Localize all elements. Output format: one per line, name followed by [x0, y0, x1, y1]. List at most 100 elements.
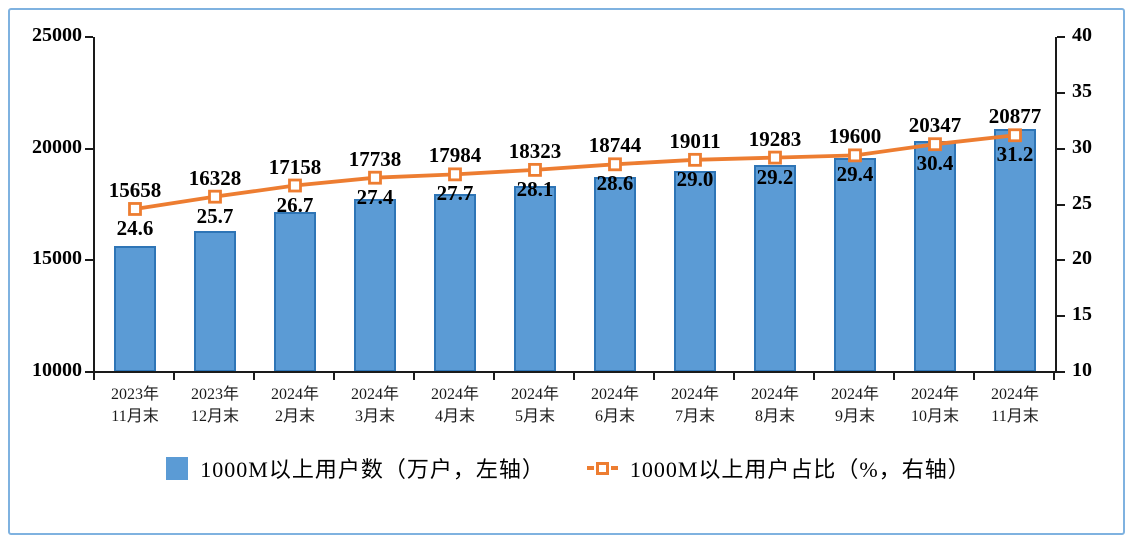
x-label-line1: 2023年 — [110, 386, 159, 403]
line-marker-dash-icon — [610, 466, 618, 470]
x-axis-tick — [253, 372, 255, 380]
y-axis-right-label: 20 — [1072, 247, 1092, 270]
line-marker-dash-icon — [586, 466, 594, 470]
bar-value-label: 17158 — [268, 154, 322, 179]
bar — [354, 199, 396, 372]
bar — [274, 212, 316, 372]
x-label-line2: 11月末 — [991, 408, 1039, 425]
x-label-line2: 4月末 — [434, 408, 475, 425]
y-axis-right — [1055, 37, 1057, 372]
x-axis-tick — [493, 372, 495, 380]
line-value-label: 29.2 — [756, 164, 794, 189]
line-value-label: 28.1 — [516, 176, 554, 201]
bar — [194, 230, 236, 372]
line-value-label: 29.0 — [676, 166, 714, 191]
line-marker-square-icon — [595, 461, 609, 475]
line-value-label: 25.7 — [196, 203, 234, 228]
x-axis-tick — [333, 372, 335, 380]
line-value-label: 29.4 — [836, 162, 874, 187]
bar-value-label: 18323 — [508, 138, 562, 163]
x-axis-category-label: 2024年 10月末 — [893, 384, 977, 428]
bar — [114, 245, 156, 372]
bar-series-label: 1000M以上用户数（万户，左轴） — [200, 457, 545, 482]
x-axis-tick — [733, 372, 735, 380]
x-axis-category-label: 2024年 11月末 — [973, 384, 1057, 428]
x-label-line2: 7月末 — [674, 408, 715, 425]
x-label-line2: 10月末 — [910, 408, 959, 425]
x-label-line1: 2024年 — [990, 386, 1039, 403]
y-axis-left-label: 10000 — [32, 359, 82, 381]
x-label-line1: 2024年 — [750, 386, 799, 403]
line-series-marker-icon — [586, 461, 618, 475]
x-label-line2: 9月末 — [834, 408, 875, 425]
x-axis-category-label: 2023年 12月末 — [173, 384, 257, 428]
line-value-label: 30.4 — [916, 151, 954, 176]
x-axis-category-label: 2024年 8月末 — [733, 384, 817, 428]
y-axis-right-label: 10 — [1072, 359, 1092, 381]
legend-item-bar-series: 1000M以上用户数（万户，左轴） — [166, 452, 545, 484]
line-value-label: 27.7 — [436, 181, 474, 206]
y-axis-right-label: 25 — [1072, 191, 1092, 214]
x-label-line1: 2024年 — [510, 386, 559, 403]
x-axis-tick — [813, 372, 815, 380]
x-axis-category-label: 2024年 9月末 — [813, 384, 897, 428]
x-label-line1: 2024年 — [670, 386, 719, 403]
y-axis-left-label: 20000 — [32, 135, 82, 158]
bar-value-label: 20877 — [988, 104, 1042, 129]
y-axis-left-tick — [85, 147, 93, 150]
y-axis-right-tick — [1057, 371, 1065, 373]
legend: 1000M以上用户数（万户，左轴） 1000M以上用户占比（%，右轴） — [0, 452, 1137, 484]
x-label-line2: 11月末 — [111, 408, 159, 425]
line-series-label: 1000M以上用户占比（%，右轴） — [629, 457, 971, 482]
bar — [674, 170, 716, 372]
bar — [754, 164, 796, 372]
y-axis-right-label: 40 — [1072, 24, 1092, 46]
x-axis-tick — [1053, 372, 1055, 380]
x-axis-tick — [93, 372, 95, 380]
y-axis-left-tick — [85, 36, 93, 38]
line-value-label: 28.6 — [596, 171, 634, 196]
bar — [514, 186, 556, 372]
x-axis-tick — [413, 372, 415, 380]
bar-value-label: 19600 — [828, 124, 882, 149]
y-axis-right-tick — [1057, 91, 1065, 94]
y-axis-right-label: 30 — [1072, 135, 1092, 158]
x-label-line2: 3月末 — [354, 408, 395, 425]
x-axis-category-label: 2024年 7月末 — [653, 384, 737, 428]
line-value-label: 24.6 — [116, 215, 154, 240]
x-label-line1: 2024年 — [910, 386, 959, 403]
y-axis-right-label: 35 — [1072, 79, 1092, 102]
x-axis-tick — [893, 372, 895, 380]
bar — [834, 157, 876, 372]
y-axis-left — [93, 37, 95, 372]
bar-value-label: 17738 — [348, 146, 402, 171]
x-axis — [93, 371, 1057, 373]
legend-item-line-series: 1000M以上用户占比（%，右轴） — [586, 452, 971, 484]
y-axis-right-tick — [1057, 315, 1065, 318]
y-axis-right-tick — [1057, 259, 1065, 262]
x-label-line1: 2023年 — [190, 386, 239, 403]
x-axis-category-label: 2024年 4月末 — [413, 384, 497, 428]
x-axis-tick — [573, 372, 575, 380]
y-axis-right-tick — [1057, 36, 1065, 38]
line-value-label: 26.7 — [276, 192, 314, 217]
bar-series-swatch-icon — [166, 456, 189, 480]
bar-value-label: 18744 — [588, 133, 642, 158]
x-label-line2: 5月末 — [514, 408, 555, 425]
bar — [594, 176, 636, 372]
bar-value-label: 15658 — [108, 177, 162, 202]
x-label-line1: 2024年 — [830, 386, 879, 403]
x-label-line1: 2024年 — [430, 386, 479, 403]
bar-value-label: 19283 — [748, 126, 802, 151]
bar-value-label: 17984 — [428, 143, 482, 168]
y-axis-right-tick — [1057, 203, 1065, 206]
x-axis-category-label: 2024年 3月末 — [333, 384, 417, 428]
x-axis-category-label: 2023年 11月末 — [93, 384, 177, 428]
x-label-line2: 2月末 — [274, 408, 315, 425]
bar-value-label: 19011 — [669, 128, 721, 153]
y-axis-right-label: 15 — [1072, 303, 1092, 326]
x-axis-tick — [973, 372, 975, 380]
x-label-line1: 2024年 — [590, 386, 639, 403]
x-label-line2: 6月末 — [594, 408, 635, 425]
